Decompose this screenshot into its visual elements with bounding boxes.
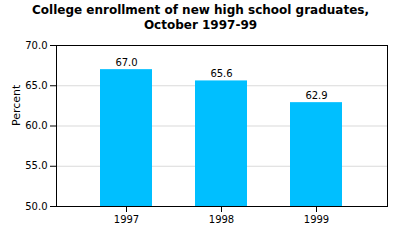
svg-text:Percent: Percent [10, 84, 23, 126]
html-text:October 1997-99: October 1997-99 [143, 18, 258, 32]
svg-text:50.0: 50.0 [25, 201, 47, 212]
svg-text:62.9: 62.9 [305, 90, 327, 101]
html-text:College enrollment of new high: College enrollment of new high school gr… [32, 3, 369, 17]
svg-text:65.6: 65.6 [210, 68, 232, 79]
svg-text:1999: 1999 [304, 214, 329, 225]
svg-text:1998: 1998 [209, 214, 234, 225]
svg-text:60.0: 60.0 [25, 120, 47, 131]
svg-text:55.0: 55.0 [25, 160, 47, 171]
svg-text:67.0: 67.0 [115, 57, 137, 68]
svg-text:1997: 1997 [114, 214, 139, 225]
svg-text:65.0: 65.0 [25, 80, 47, 91]
svg-text:70.0: 70.0 [25, 40, 47, 51]
